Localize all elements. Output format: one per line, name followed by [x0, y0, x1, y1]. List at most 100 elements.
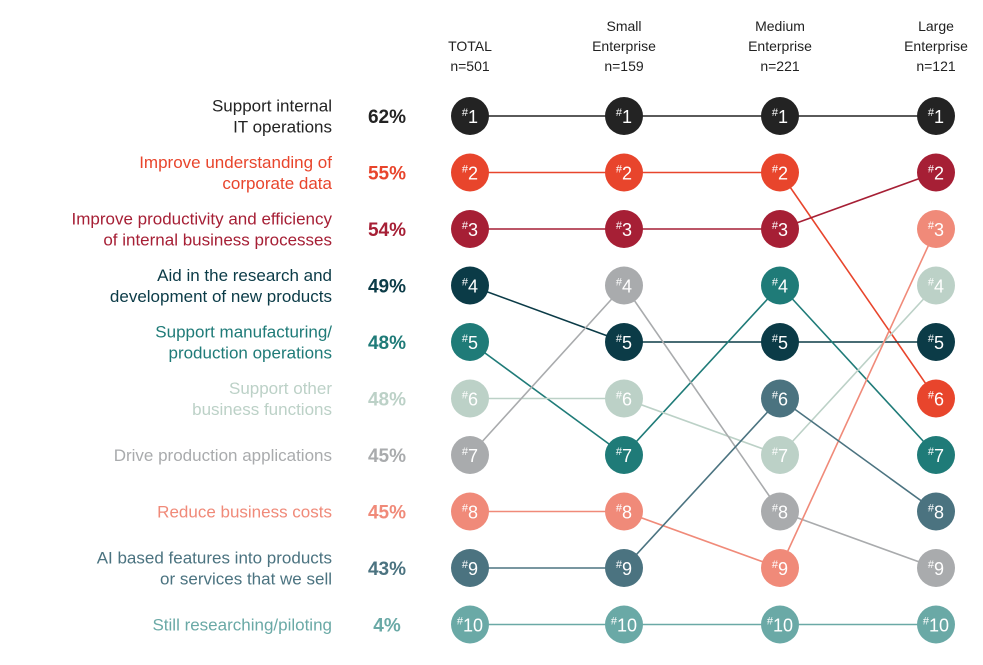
rank-label: #8: [462, 503, 478, 523]
rank-label: #9: [928, 559, 944, 579]
rank-marker: #2: [917, 153, 955, 192]
series-label-line: corporate data: [222, 174, 332, 193]
rank-circle: [605, 436, 643, 474]
rank-marker: #3: [761, 210, 799, 248]
rank-circle: [451, 266, 489, 305]
rank-circle: [761, 549, 799, 587]
column-header: TOTAL n=501: [448, 38, 492, 74]
rank-marker: #3: [605, 210, 643, 248]
column-name: Enterprise: [748, 38, 812, 54]
rank-circle: [917, 210, 955, 248]
rank-circle: [761, 210, 799, 248]
column-header: Medium Enterprise n=221: [748, 18, 812, 74]
rank-label: #1: [928, 107, 944, 127]
rank-circle: [917, 436, 955, 474]
series-label-line: or services that we sell: [160, 570, 332, 589]
rank-marker: #7: [761, 436, 799, 474]
series-label-line: development of new products: [110, 287, 332, 306]
series-label-line: Aid in the research and: [157, 266, 332, 285]
series-connector: [623, 397, 781, 569]
series-label-line: AI based features into products: [97, 549, 332, 568]
rank-circle: [917, 492, 955, 531]
rank-label: #10: [923, 616, 949, 636]
column-name: Enterprise: [592, 38, 656, 54]
rank-circle: [451, 323, 489, 361]
series-label-line: Improve understanding of: [139, 153, 332, 172]
series-label-line: Support manufacturing/: [155, 323, 332, 342]
rank-marker: #8: [917, 492, 955, 531]
rank-label: #8: [772, 503, 788, 523]
rank-label: #2: [616, 164, 632, 184]
rank-circle: [451, 379, 489, 418]
rank-marker: #1: [605, 97, 643, 135]
rank-marker: #4: [917, 266, 955, 305]
series-label: Still researching/piloting: [152, 616, 332, 635]
series-total-percent: 49%: [368, 277, 406, 298]
column-sample-size: n=501: [450, 58, 490, 74]
rank-label: #4: [928, 277, 944, 297]
rank-label: #5: [616, 333, 632, 353]
series-total-percent: 43%: [368, 559, 406, 580]
rank-marker: #7: [605, 436, 643, 474]
series-label: Support manufacturing/production operati…: [155, 323, 332, 363]
rank-circle: [605, 549, 643, 587]
rank-marker: #3: [451, 210, 489, 248]
rank-label: #3: [616, 220, 632, 240]
rank-marker: #1: [451, 97, 489, 135]
rank-label: #4: [462, 277, 478, 297]
rank-marker: #5: [605, 323, 643, 361]
rank-label: #5: [772, 333, 788, 353]
series-total-percent: 45%: [368, 503, 406, 524]
series-label: Reduce business costs: [157, 503, 332, 522]
series-label: AI based features into products or servic…: [97, 549, 332, 589]
rank-label: #4: [772, 277, 788, 297]
series-label: Improve productivity and efficiency of in…: [72, 210, 333, 250]
rank-circle: [605, 153, 643, 192]
rank-label: #3: [772, 220, 788, 240]
rank-marker: #6: [451, 379, 489, 418]
rank-marker: #2: [761, 153, 799, 192]
rank-marker: #3: [917, 210, 955, 248]
column-sample-size: n=221: [760, 58, 800, 74]
rank-label: #6: [616, 390, 632, 410]
series-connector: [779, 284, 937, 456]
rank-marker: #8: [761, 492, 799, 531]
rank-circle: [917, 379, 955, 418]
rank-circle: [761, 266, 799, 305]
rank-circle: [761, 436, 799, 474]
rank-label: #8: [928, 503, 944, 523]
rank-label: #6: [772, 390, 788, 410]
rank-circle: [761, 379, 799, 418]
rank-circle: [605, 323, 643, 361]
rank-label: #1: [462, 107, 478, 127]
rank-marker: #10: [761, 605, 799, 644]
connector-lines: [469, 115, 937, 626]
rank-marker: #1: [761, 97, 799, 135]
series-label-line: production operations: [168, 344, 332, 363]
rank-circle: [605, 210, 643, 248]
rank-label: #7: [772, 446, 788, 466]
rank-marker: #9: [605, 549, 643, 587]
rank-label: #7: [462, 446, 478, 466]
column-header: Small Enterprise n=159: [592, 18, 656, 74]
series-connector: [623, 510, 781, 569]
rank-circle: [451, 436, 489, 474]
rank-marker: #9: [761, 549, 799, 587]
rank-marker: #6: [605, 379, 643, 418]
rank-circle: [917, 549, 955, 587]
rank-label: #6: [462, 390, 478, 410]
rank-label: #3: [928, 220, 944, 240]
rank-circle: [917, 266, 955, 305]
rank-circle: [917, 323, 955, 361]
series-total-percent: 48%: [368, 333, 406, 354]
series-label: Drive production applications: [114, 446, 332, 465]
rank-circle: [451, 492, 489, 531]
rank-marker: #5: [451, 323, 489, 361]
column-name: Large: [918, 18, 954, 34]
rank-marker: #2: [605, 153, 643, 192]
rank-marker: #4: [761, 266, 799, 305]
rank-marker: #8: [451, 492, 489, 531]
series-total-percent: 55%: [368, 164, 406, 185]
rank-marker: #5: [761, 323, 799, 361]
